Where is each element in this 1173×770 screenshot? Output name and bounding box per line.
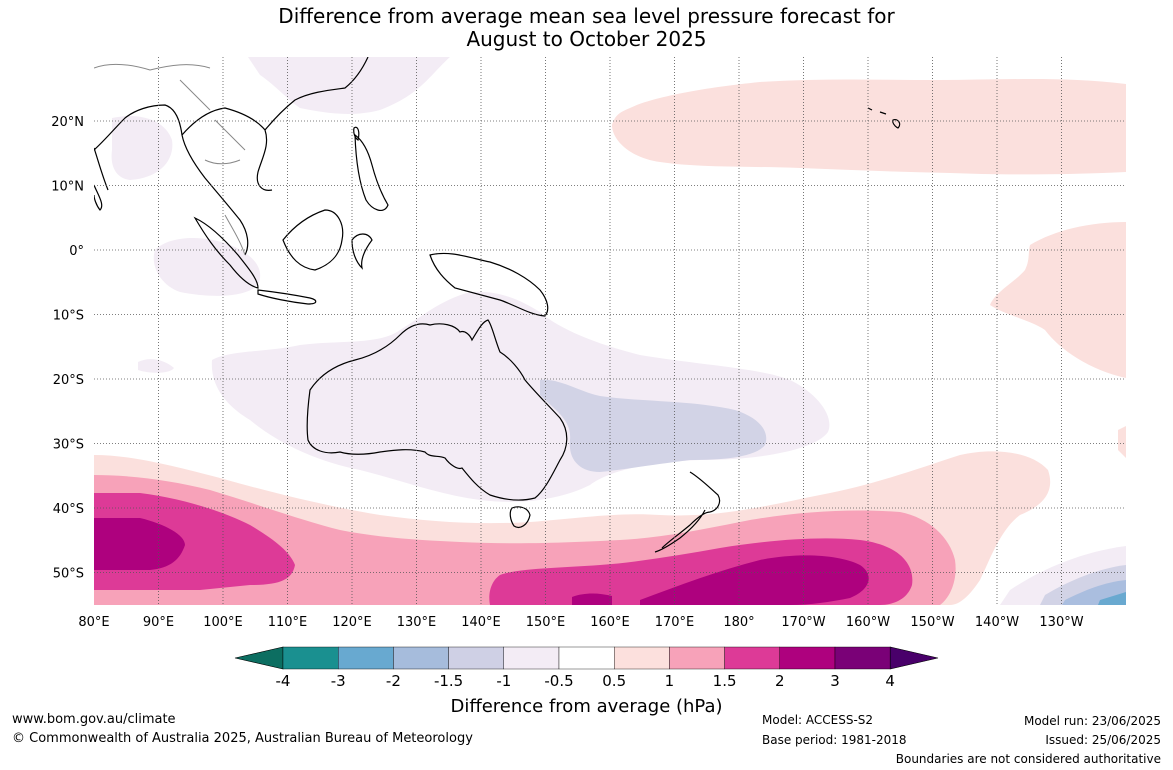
latitude-label: 40°S xyxy=(53,502,84,517)
chart-title-line2: August to October 2025 xyxy=(466,27,707,51)
longitude-label: 150°E xyxy=(526,615,566,630)
colorbar-extend-low xyxy=(234,646,284,670)
country-borders xyxy=(94,63,246,256)
footer-copyright: © Commonwealth of Australia 2025, Austra… xyxy=(12,731,473,746)
hawaii-coastline xyxy=(867,107,901,129)
footer-issued: Issued: 25/06/2025 xyxy=(1045,733,1161,747)
asia-coastline xyxy=(94,57,369,256)
footer-base-period: Base period: 1981-2018 xyxy=(762,733,907,747)
longitude-label: 150°W xyxy=(910,615,954,630)
colorbar-segment xyxy=(614,646,670,670)
java-coastline xyxy=(257,289,317,305)
latitude-label: 10°N xyxy=(51,180,84,195)
colorbar-tick-label: 1.5 xyxy=(713,672,737,690)
forecast-map: 80°E 90°E 100°E 110°E 120°E 130°E 140°E 150°E 16… xyxy=(51,57,1126,690)
colorbar-tick-label: 3 xyxy=(830,672,840,690)
footer-disclaimer: Boundaries are not considered authoritat… xyxy=(895,752,1161,766)
chart-title-line1: Difference from average mean sea level p… xyxy=(278,4,895,28)
pos-anomaly-band-2 xyxy=(94,518,869,605)
colorbar-extend-high xyxy=(889,646,939,670)
longitude-label: 130°E xyxy=(397,615,437,630)
longitude-label: 80°E xyxy=(78,615,109,630)
colorbar-segment xyxy=(503,646,560,670)
pos-anomaly-region-hawaii xyxy=(612,79,1126,175)
india-coastline xyxy=(94,147,109,211)
colorbar-tick-label: -0.5 xyxy=(544,672,573,690)
colorbar-segment xyxy=(779,646,836,670)
asia-borders xyxy=(94,63,246,256)
colorbar-tick-label: 0.5 xyxy=(602,672,626,690)
sumatra-coastline xyxy=(193,216,259,289)
latitude-labels: 20°N 10°N 0° 10°S 20°S 30°S 40°S 50°S xyxy=(51,115,84,582)
pos-anomaly-region-sepac xyxy=(990,222,1126,378)
australia-coastline xyxy=(306,319,568,501)
colorbar-tick-label: -2 xyxy=(386,672,401,690)
latitude-label: 20°S xyxy=(53,373,84,388)
new-zealand-coastline xyxy=(654,471,721,553)
colorbar-tick-label: -3 xyxy=(331,672,346,690)
colorbar-segment xyxy=(393,646,449,670)
colorbar xyxy=(234,646,939,670)
neg-anomaly-region-io xyxy=(153,238,261,296)
colorbar-title: Difference from average (hPa) xyxy=(450,696,723,717)
longitude-label: 140°E xyxy=(461,615,501,630)
latitude-label: 20°N xyxy=(51,115,84,130)
latitude-label: 10°S xyxy=(53,309,84,324)
longitude-label: 130°W xyxy=(1039,615,1083,630)
sulawesi-coastline xyxy=(351,233,373,270)
longitude-label: 140°W xyxy=(975,615,1019,630)
longitude-label: 170°W xyxy=(781,615,825,630)
colorbar-tick-label: 4 xyxy=(885,672,895,690)
latitude-label: 30°S xyxy=(53,438,84,453)
longitude-label: 170°E xyxy=(655,615,695,630)
neg-anomaly-region-nw xyxy=(248,57,450,114)
pos-anomaly-region-sepac2 xyxy=(1118,426,1126,458)
longitude-label: 100°E xyxy=(203,615,243,630)
colorbar-labels: -4 -3 -2 -1.5 -1 -0.5 0.5 1 1.5 2 3 4 xyxy=(276,672,895,690)
footer-model: Model: ACCESS-S2 xyxy=(762,713,874,727)
colorbar-segment xyxy=(558,646,615,670)
longitude-label: 160°W xyxy=(846,615,890,630)
anomaly-fields xyxy=(94,57,1126,605)
colorbar-tick-label: -4 xyxy=(276,672,291,690)
neg-anomaly-region-bay xyxy=(111,116,173,180)
colorbar-tick-label: -1.5 xyxy=(434,672,463,690)
neg-anomaly-region-tasman xyxy=(540,379,767,472)
neg-anomaly-region-small xyxy=(138,359,174,373)
longitude-label: 160°E xyxy=(590,615,630,630)
colorbar-segment xyxy=(724,646,780,670)
colorbar-segment xyxy=(669,646,725,670)
philippines-coastline xyxy=(354,133,389,212)
latitude-label: 50°S xyxy=(53,567,84,582)
colorbar-tick-label: 1 xyxy=(665,672,675,690)
longitude-label: 90°E xyxy=(143,615,174,630)
borneo-coastline xyxy=(282,209,344,271)
colorbar-segment xyxy=(834,646,891,670)
footer-url: www.bom.gov.au/climate xyxy=(12,712,176,727)
latitude-label: 0° xyxy=(69,244,84,259)
colorbar-segment xyxy=(338,646,394,670)
neg-anomaly-region-se4 xyxy=(1098,592,1126,605)
longitude-label: 120°E xyxy=(332,615,372,630)
taiwan-coastline xyxy=(353,126,360,141)
new-guinea-coastline xyxy=(429,252,549,317)
graticule xyxy=(94,57,1126,605)
colorbar-tick-label: 2 xyxy=(775,672,785,690)
longitude-label: 110°E xyxy=(268,615,308,630)
colorbar-tick-label: -1 xyxy=(496,672,511,690)
longitude-label: 180° xyxy=(723,615,754,630)
colorbar-segment xyxy=(282,646,339,670)
footer-model-run: Model run: 23/06/2025 xyxy=(1023,714,1161,728)
colorbar-segment xyxy=(448,646,505,670)
longitude-labels: 80°E 90°E 100°E 110°E 120°E 130°E 140°E 150°E 16… xyxy=(78,615,1083,630)
